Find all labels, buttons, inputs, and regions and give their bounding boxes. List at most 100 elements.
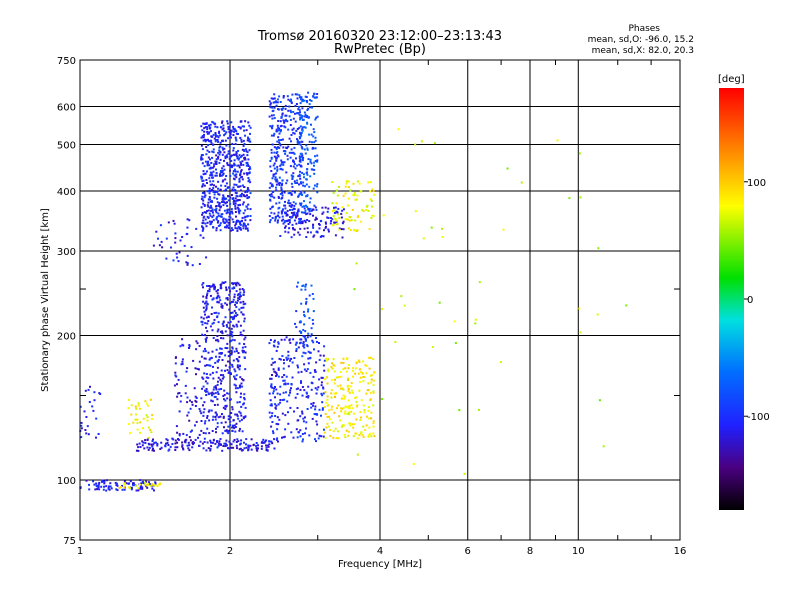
data-point [306, 368, 309, 371]
data-point [103, 485, 106, 488]
data-point [222, 217, 225, 220]
data-point [211, 220, 213, 223]
data-point [299, 114, 302, 117]
data-point [353, 192, 356, 194]
data-point [134, 418, 137, 421]
data-point [244, 120, 247, 123]
data-point [287, 128, 290, 131]
data-point [275, 438, 278, 441]
data-point [92, 409, 95, 412]
data-point [207, 205, 210, 208]
data-point [158, 244, 161, 247]
data-point [369, 391, 372, 394]
data-point [233, 159, 236, 162]
data-point [370, 378, 373, 381]
data-point [269, 219, 272, 221]
data-point [279, 144, 282, 147]
data-point [221, 146, 224, 149]
data-point [301, 285, 304, 287]
data-point [301, 355, 304, 358]
data-point [224, 302, 227, 305]
data-point [362, 435, 365, 438]
data-point [161, 246, 164, 249]
data-point [290, 151, 293, 154]
data-point [234, 143, 237, 145]
data-point [277, 214, 280, 217]
data-point [215, 185, 217, 188]
data-point [215, 158, 218, 161]
data-point [181, 444, 184, 447]
data-point [228, 293, 231, 296]
data-point [217, 416, 220, 419]
data-point [315, 216, 318, 219]
data-point [234, 136, 237, 139]
data-point [208, 288, 211, 291]
data-point [204, 126, 207, 129]
data-point [355, 432, 358, 435]
data-point [208, 192, 211, 195]
data-point [277, 136, 280, 139]
data-point [215, 386, 217, 389]
data-point [305, 183, 308, 186]
data-point [188, 345, 191, 348]
data-point [313, 348, 315, 351]
data-point [176, 441, 179, 444]
data-point [367, 409, 370, 412]
data-point [176, 431, 179, 434]
data-point [434, 142, 436, 145]
data-point [278, 201, 281, 204]
data-point [220, 303, 223, 306]
data-point [277, 120, 280, 122]
data-point [269, 125, 272, 128]
data-point [299, 222, 302, 225]
data-point [190, 246, 193, 249]
data-point [234, 224, 237, 227]
data-point [128, 398, 131, 401]
data-point [359, 411, 362, 413]
data-point [307, 91, 310, 94]
data-point [237, 297, 240, 300]
data-point [200, 320, 203, 323]
data-point [87, 388, 90, 391]
data-point [211, 400, 214, 403]
data-point [325, 376, 328, 379]
data-point [174, 237, 177, 240]
data-point [228, 366, 231, 368]
data-point [268, 443, 271, 446]
data-point [246, 227, 249, 230]
data-point [220, 337, 222, 340]
data-point [145, 484, 148, 487]
data-point [249, 126, 252, 129]
data-point [280, 115, 283, 118]
data-point [219, 229, 222, 232]
data-point [244, 219, 247, 222]
data-point [274, 217, 277, 220]
data-point [204, 313, 206, 316]
data-point [137, 449, 140, 452]
data-point [97, 486, 100, 488]
data-point [315, 361, 318, 364]
data-point [276, 428, 279, 431]
data-point [293, 152, 296, 155]
data-point [270, 151, 273, 154]
x-tick-label: 10 [572, 546, 585, 557]
data-point [348, 407, 351, 410]
data-point [316, 231, 319, 234]
data-point [208, 212, 211, 215]
data-point [236, 364, 239, 367]
data-point [240, 418, 243, 421]
data-point [238, 356, 241, 359]
data-point [338, 227, 341, 230]
data-point [303, 323, 306, 326]
data-point [201, 211, 204, 214]
data-point [222, 325, 225, 327]
data-point [298, 217, 301, 220]
data-point [276, 168, 279, 171]
data-point [213, 184, 215, 187]
data-point [288, 204, 291, 207]
data-point [306, 168, 309, 171]
data-point [286, 400, 289, 403]
data-point [273, 151, 276, 154]
data-point [215, 218, 218, 221]
data-point [225, 324, 228, 327]
